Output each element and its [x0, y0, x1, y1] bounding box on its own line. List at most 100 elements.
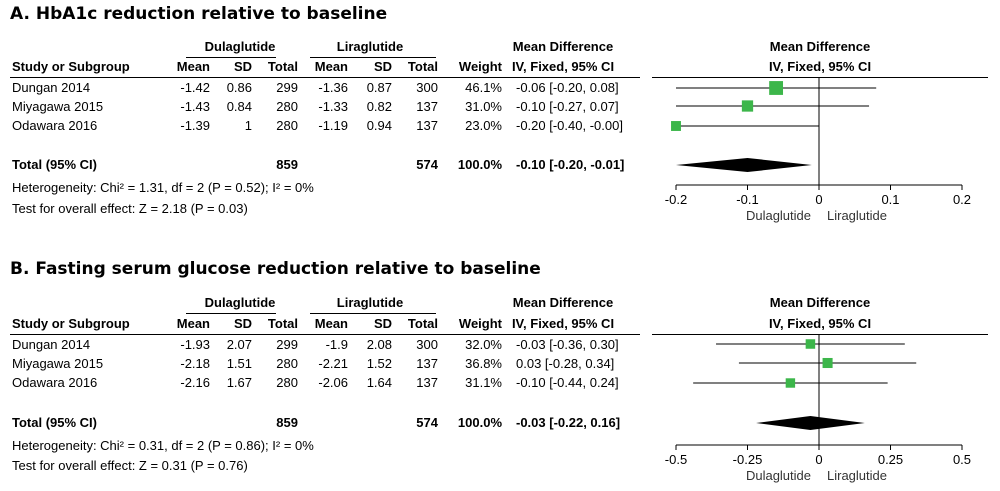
overall-effect-text: Test for overall effect: Z = 0.31 (P = 0…: [12, 458, 248, 473]
table-header-rule: [10, 77, 640, 78]
total-row-label: Total (95% CI): [12, 157, 97, 172]
mean-col-header: Mean: [176, 59, 210, 74]
sd-col-header: SD: [373, 316, 392, 331]
md-plot-header: Mean Difference: [769, 39, 871, 54]
md-plot-header: Mean Difference: [769, 295, 871, 310]
plot-header-rule: [652, 334, 988, 335]
x-tick-label: 0.25: [878, 452, 903, 467]
table-cell: 137: [416, 118, 438, 133]
table-cell: 299: [276, 80, 298, 95]
x-tick-label: 0: [815, 452, 822, 467]
table-header-rule: [10, 334, 640, 335]
sd-col-header: SD: [233, 59, 252, 74]
plot-header-rule: [652, 77, 988, 78]
group2-header: Liraglutide: [336, 295, 404, 310]
chart-title: B. Fasting serum glucose reduction relat…: [10, 259, 541, 279]
total-row-label: Total (95% CI): [12, 415, 97, 430]
favours-left-label: Dulaglutide: [746, 468, 811, 483]
study-name: Odawara 2016: [12, 118, 98, 133]
study-col-header: Study or Subgroup: [12, 59, 130, 74]
x-tick-label: -0.5: [665, 452, 687, 467]
table-cell: -0.03 [-0.36, 0.30]: [516, 337, 619, 352]
table-cell: 0.86: [226, 80, 252, 95]
x-tick-label: 0.1: [881, 192, 899, 207]
favours-left-label: Dulaglutide: [746, 208, 811, 223]
forest-plot-area: -0.2 -0.1 0 0.1 0.2 Dulaglutide Liraglutide: [665, 78, 971, 223]
table-cell: 1: [244, 118, 252, 133]
table-cell: 0.94: [366, 118, 392, 133]
table-cell: 137: [416, 99, 438, 114]
table-cell: 46.1%: [465, 80, 502, 95]
study-name: Miyagawa 2015: [12, 356, 104, 371]
study-col-header: Study or Subgroup: [12, 316, 130, 331]
x-tick-label: -0.25: [733, 452, 763, 467]
study-name: Miyagawa 2015: [12, 99, 104, 114]
table-cell: -1.39: [180, 118, 210, 133]
mean-col-header: Mean: [314, 316, 348, 331]
study-marker: [769, 81, 784, 95]
table-cell: 280: [276, 356, 298, 371]
x-tick-label: -0.1: [736, 192, 758, 207]
study-marker: [671, 121, 681, 131]
total-cell: 859: [276, 415, 298, 430]
total-cell: 574: [416, 415, 438, 430]
x-tick-label: -0.2: [665, 192, 687, 207]
ci-col-header: IV, Fixed, 95% CI: [511, 59, 615, 74]
total-cell: 859: [276, 157, 298, 172]
table-cell: 1.52: [366, 356, 392, 371]
table-cell: 299: [276, 337, 298, 352]
table-cell: 31.0%: [465, 99, 502, 114]
group2-underline: [310, 57, 436, 58]
plot-ci-header: IV, Fixed, 95% CI: [768, 59, 872, 74]
x-tick-label: 0.2: [953, 192, 971, 207]
table-cell: -0.06 [-0.20, 0.08]: [516, 80, 619, 95]
total-cell: -0.10 [-0.20, -0.01]: [516, 157, 625, 172]
table-cell: -1.36: [318, 80, 348, 95]
table-cell: -2.18: [180, 356, 210, 371]
table-cell: -0.20 [-0.40, -0.00]: [516, 118, 623, 133]
md-header: Mean Difference: [512, 295, 614, 310]
table-cell: 2.08: [366, 337, 392, 352]
table-cell: -2.06: [318, 375, 348, 390]
table-cell: 280: [276, 99, 298, 114]
table-cell: -1.93: [180, 337, 210, 352]
study-name: Dungan 2014: [12, 80, 91, 95]
table-cell: -2.21: [318, 356, 348, 371]
study-name: Odawara 2016: [12, 375, 98, 390]
table-cell: 23.0%: [465, 118, 502, 133]
total-col-header: Total: [407, 316, 438, 331]
total-cell: 100.0%: [457, 157, 502, 172]
study-marker: [805, 339, 816, 349]
table-cell: -2.16: [180, 375, 210, 390]
table-cell: 280: [276, 375, 298, 390]
group1-header: Dulaglutide: [204, 39, 276, 54]
table-cell: 0.84: [226, 99, 252, 114]
favours-right-label: Liraglutide: [827, 468, 887, 483]
sd-col-header: SD: [233, 316, 252, 331]
total-col-header: Total: [267, 316, 298, 331]
table-cell: -1.9: [325, 337, 348, 352]
table-cell: 32.0%: [465, 337, 502, 352]
mean-col-header: Mean: [176, 316, 210, 331]
group1-header: Dulaglutide: [204, 295, 276, 310]
table-cell: 280: [276, 118, 298, 133]
table-cell: 36.8%: [465, 356, 502, 371]
mean-col-header: Mean: [314, 59, 348, 74]
weight-col-header: Weight: [458, 59, 502, 74]
forest-plot-b: B. Fasting serum glucose reduction relat…: [0, 255, 1000, 491]
table-cell: 1.67: [226, 375, 252, 390]
table-cell: 0.82: [366, 99, 392, 114]
ci-col-header: IV, Fixed, 95% CI: [511, 316, 615, 331]
total-cell: 574: [416, 157, 438, 172]
study-marker: [822, 357, 833, 369]
table-cell: 300: [416, 80, 438, 95]
table-cell: 1.51: [226, 356, 252, 371]
heterogeneity-text: Heterogeneity: Chi² = 0.31, df = 2 (P = …: [12, 438, 314, 453]
table-cell: -1.19: [318, 118, 348, 133]
total-col-header: Total: [407, 59, 438, 74]
study-marker: [741, 100, 754, 112]
table-cell: 0.03 [-0.28, 0.34]: [516, 356, 615, 371]
sd-col-header: SD: [373, 59, 392, 74]
x-tick-label: 0: [815, 192, 822, 207]
table-cell: 0.87: [366, 80, 392, 95]
